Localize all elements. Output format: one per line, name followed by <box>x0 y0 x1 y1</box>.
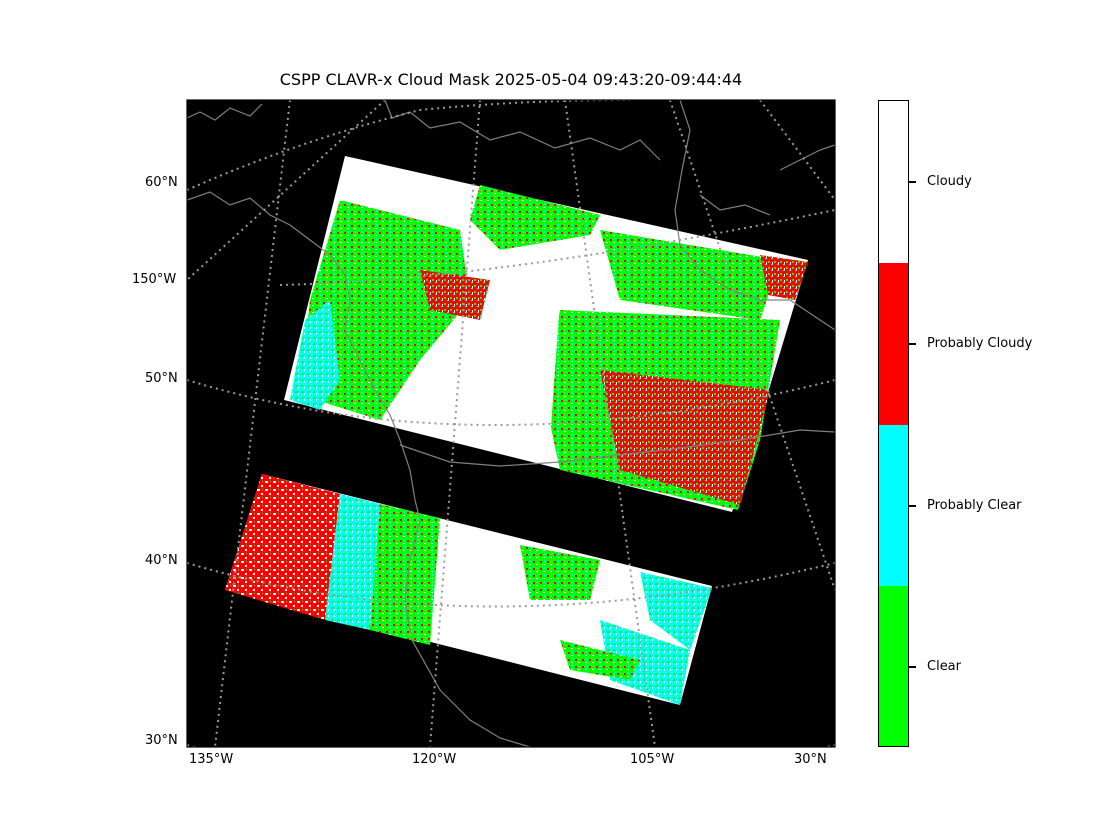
colorbar-label-probably-clear: Probably Clear <box>927 498 1022 513</box>
colorbar-tick-cloudy <box>909 181 916 183</box>
lat-label-40n: 40°N <box>145 553 178 568</box>
colorbar-label-cloudy: Cloudy <box>927 174 972 189</box>
lat-label-60n: 60°N <box>145 175 178 190</box>
colorbar-clear <box>879 586 908 746</box>
colorbar-cloudy <box>879 101 908 263</box>
colorbar-label-probably-cloudy: Probably Cloudy <box>927 336 1033 351</box>
colorbar-probably-clear <box>879 425 908 586</box>
colorbar-label-clear: Clear <box>927 659 961 674</box>
lon-label-120w: 120°W <box>412 752 457 767</box>
colorbar-tick-probably-clear <box>909 505 916 507</box>
map-frame <box>186 99 836 748</box>
colorbar <box>878 100 909 747</box>
colorbar-tick-clear <box>909 666 916 668</box>
colorbar-probably-cloudy <box>879 263 908 425</box>
lon-label-135w: 135°W <box>189 752 234 767</box>
map-title: CSPP CLAVR-x Cloud Mask 2025-05-04 09:43… <box>279 70 743 89</box>
graticule <box>187 100 835 747</box>
swath-north <box>284 156 808 512</box>
lat-label-30n: 30°N <box>145 733 178 748</box>
lon-label-30n: 30°N <box>794 752 827 767</box>
lon-label-105w: 105°W <box>630 752 675 767</box>
coastlines <box>187 100 835 747</box>
colorbar-tick-probably-cloudy <box>909 343 916 345</box>
lat-label-150w: 150°W <box>132 272 177 287</box>
lat-label-50n: 50°N <box>145 371 178 386</box>
